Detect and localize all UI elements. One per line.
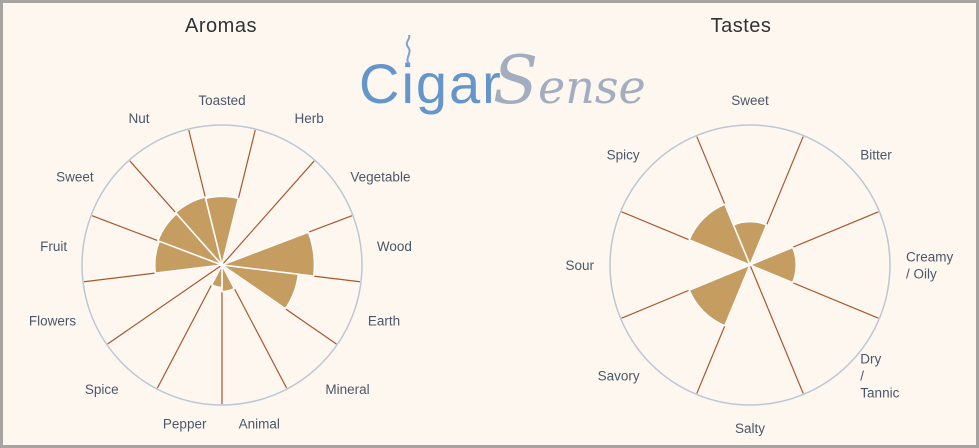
aromas-wedge-nut	[174, 196, 223, 266]
aromas-wedge-animal	[221, 264, 236, 293]
cigar-smoke-icon	[405, 35, 411, 65]
aromas-label-toasted: Toasted	[198, 93, 245, 108]
tastes-chart: Sweet Bitter Creamy / Oily Dry / Tannic Salty Sa…	[565, 93, 953, 436]
aromas-outer-ring	[81, 124, 363, 406]
tastes-outer-ring	[609, 124, 891, 406]
aromas-chart: Toasted Herb Vegetable Wood Earth Mineral Anim…	[29, 93, 412, 432]
tastes-label-savory: Savory	[598, 368, 640, 383]
logo-word-cigar: Cigar	[359, 52, 503, 115]
aromas-wedge-pepper	[210, 264, 223, 289]
tastes-label-creamy-oily: Creamy	[906, 250, 954, 265]
aromas-chart-title: Aromas	[185, 15, 257, 37]
tastes-label-dry-tannic: Tannic	[860, 385, 899, 400]
tastes-label-dry-tannic: Dry	[860, 351, 881, 366]
aromas-label-mineral: Mineral	[325, 382, 369, 397]
aromas-label-flowers: Flowers	[29, 313, 77, 328]
aromas-spoke	[221, 160, 315, 266]
charts-canvas: Toasted Herb Vegetable Wood Earth Mineral Anim…	[29, 93, 954, 436]
tastes-label-sour: Sour	[565, 258, 594, 273]
aromas-spoke	[107, 264, 223, 345]
tastes-wedge-creamy-oily	[749, 246, 797, 284]
aromas-label-nut: Nut	[128, 111, 149, 126]
aromas-label-vegetable: Vegetable	[350, 169, 410, 184]
tastes-wedge-spicy	[688, 203, 751, 266]
tastes-wedge-savory	[688, 264, 751, 327]
tastes-label-dry-tannic: /	[860, 368, 864, 383]
logo-sense-rest: ense	[538, 60, 646, 114]
aromas-label-fruit: Fruit	[40, 239, 67, 254]
aromas-label-animal: Animal	[239, 417, 280, 432]
cigarsense-logo: CigarSense	[359, 35, 646, 121]
tastes-label-creamy-oily: / Oily	[906, 267, 937, 282]
aromas-label-earth: Earth	[368, 313, 400, 328]
aromas-label-sweet: Sweet	[56, 169, 94, 184]
aromas-spoke	[156, 264, 223, 389]
aromas-label-spice: Spice	[85, 382, 119, 397]
tastes-label-salty: Salty	[735, 421, 765, 436]
aromas-label-pepper: Pepper	[163, 417, 207, 432]
logo-sense-initial: S	[492, 42, 539, 119]
tastes-label-bitter: Bitter	[860, 148, 892, 163]
tastes-label-spicy: Spicy	[607, 148, 640, 163]
aromas-label-wood: Wood	[377, 239, 412, 254]
aromas-wedge-earth	[221, 264, 300, 310]
aromas-wedge-wood	[221, 231, 316, 277]
tastes-label-sweet: Sweet	[731, 93, 769, 108]
logo-word-sense: Sense	[493, 48, 646, 114]
tastes-spoke	[749, 264, 804, 394]
aromas-label-herb: Herb	[295, 111, 324, 126]
tastes-chart-title: Tastes	[710, 15, 772, 37]
